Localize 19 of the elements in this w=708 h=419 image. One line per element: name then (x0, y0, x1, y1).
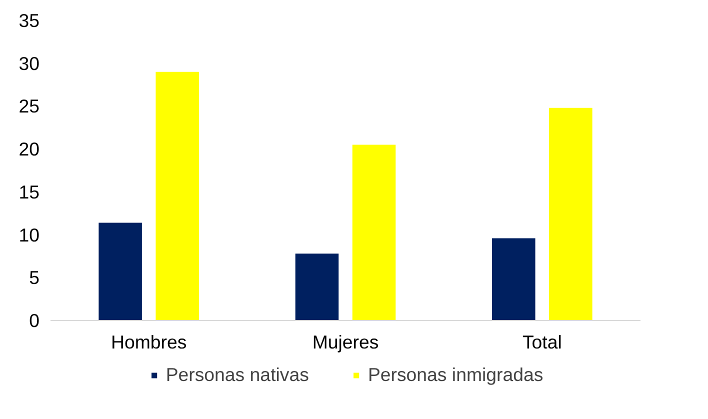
bar (98, 222, 142, 320)
bar (295, 254, 339, 320)
bar (492, 238, 536, 320)
bar (549, 108, 592, 320)
legend-label: Personas inmigradas (368, 364, 544, 386)
y-tick-label: 20 (18, 138, 40, 160)
legend-label: Personas nativas (166, 364, 309, 386)
y-tick-label: 0 (29, 310, 40, 331)
y-tick-label: 35 (18, 10, 40, 31)
bar (352, 144, 396, 320)
x-tick-label: Hombres (110, 332, 187, 352)
y-tick-label: 10 (18, 224, 40, 246)
x-tick-label: Total (522, 332, 562, 352)
x-tick-label: Mujeres (312, 332, 379, 352)
y-tick-label: 15 (18, 181, 40, 202)
y-tick-label: 5 (29, 267, 40, 288)
y-tick-label: 25 (18, 96, 40, 117)
bar (156, 72, 199, 320)
y-tick-label: 30 (18, 52, 40, 74)
